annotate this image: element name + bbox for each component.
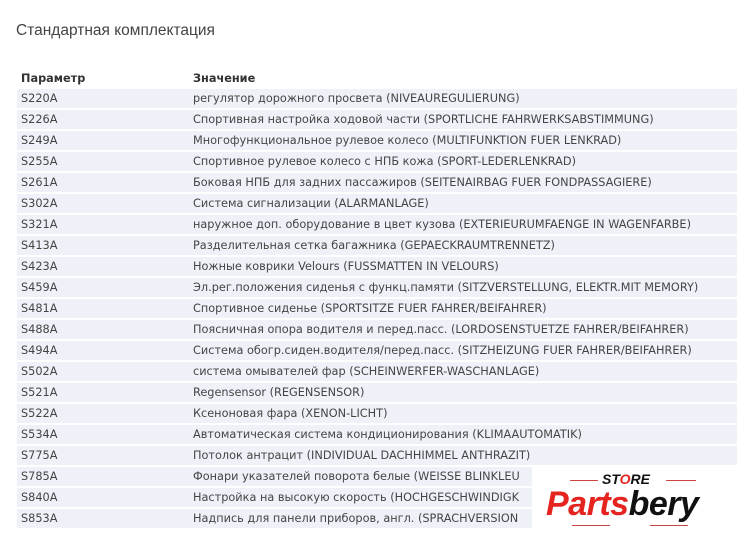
table-row: S488A Поясничная опора водителя и перед.п…	[17, 319, 737, 341]
param-value: Система обогр.сиден.водителя/перед.пасс.…	[189, 340, 737, 362]
table-row: S502A система омывателей фар (SCHEINWERFE…	[17, 361, 737, 383]
param-value: Система сигнализации (ALARMANLAGE)	[189, 193, 737, 215]
param-code: S423A	[17, 256, 189, 278]
param-code: S840A	[17, 487, 189, 509]
param-value: Ксеноновая фара (XENON-LICHT)	[189, 403, 737, 425]
table-row: S302A Система сигнализации (ALARMANLAGE)	[17, 193, 737, 215]
param-value: Потолок антрацит (INDIVIDUAL DACHHIMMEL …	[189, 445, 737, 467]
param-code: S249A	[17, 130, 189, 152]
param-value: Спортивное рулевое колесо с НПБ кожа (SP…	[189, 151, 737, 173]
table-row: S413A Разделительная сетка багажника (GEP…	[17, 235, 737, 257]
param-value: Эл.рег.положения сиденья с функц.памяти …	[189, 277, 737, 299]
param-code: S459A	[17, 277, 189, 299]
param-code: S413A	[17, 235, 189, 257]
param-code: S220A	[17, 89, 189, 110]
table-row: S255A Спортивное рулевое колесо с НПБ кож…	[17, 151, 737, 173]
table-row: S423A Ножные коврики Velours (FUSSMATTEN …	[17, 256, 737, 278]
logo-brand-text: Partsbery	[546, 485, 699, 523]
param-value: Спортивное сиденье (SPORTSITZE FUER FAHR…	[189, 298, 737, 320]
table-row: S775A Потолок антрацит (INDIVIDUAL DACHHI…	[17, 445, 737, 467]
param-value: Regensensor (REGENSENSOR)	[189, 382, 737, 404]
equipment-table: Параметр Значение S220A регулятор дорожно…	[17, 68, 737, 530]
param-code: S255A	[17, 151, 189, 173]
table-row: S249A Многофункциональное рулевое колесо …	[17, 130, 737, 152]
param-code: S302A	[17, 193, 189, 215]
param-value: Боковая НПБ для задних пассажиров (SEITE…	[189, 172, 737, 194]
param-value: Автоматическая система кондиционирования…	[189, 424, 737, 446]
logo-store-text: STORE	[602, 471, 650, 487]
table-row: S494A Система обогр.сиден.водителя/перед.…	[17, 340, 737, 362]
param-code: S494A	[17, 340, 189, 362]
table-row: S522A Ксеноновая фара (XENON-LICHT)	[17, 403, 737, 425]
table-row: S226A Спортивная настройка ходовой части …	[17, 109, 737, 131]
param-value: Разделительная сетка багажника (GEPAECKR…	[189, 235, 737, 257]
param-value: система омывателей фар (SCHEINWERFER-WAS…	[189, 361, 737, 383]
param-code: S534A	[17, 424, 189, 446]
param-code: S522A	[17, 403, 189, 425]
table-row: S481A Спортивное сиденье (SPORTSITZE FUER…	[17, 298, 737, 320]
param-code: S853A	[17, 508, 189, 530]
table-row: S521A Regensensor (REGENSENSOR)	[17, 382, 737, 404]
header-parameter: Параметр	[21, 72, 86, 85]
page-title: Стандартная комплектация	[16, 22, 215, 39]
param-value: Ножные коврики Velours (FUSSMATTEN IN VE…	[189, 256, 737, 278]
table-row: S261A Боковая НПБ для задних пассажиров (…	[17, 172, 737, 194]
table-row: S220A регулятор дорожного просвета (NIVEA…	[17, 89, 737, 110]
param-value: наружное доп. оборудование в цвет кузова…	[189, 214, 737, 236]
partsbery-logo: STORE Partsbery	[532, 467, 737, 531]
param-code: S226A	[17, 109, 189, 131]
param-code: S521A	[17, 382, 189, 404]
table-row: S534A Автоматическая система кондициониро…	[17, 424, 737, 446]
param-value: Многофункциональное рулевое колесо (MULT…	[189, 130, 737, 152]
param-code: S775A	[17, 445, 189, 467]
table-row: S459A Эл.рег.положения сиденья с функц.па…	[17, 277, 737, 299]
param-code: S488A	[17, 319, 189, 341]
param-code: S502A	[17, 361, 189, 383]
header-value: Значение	[193, 72, 256, 85]
param-code: S785A	[17, 466, 189, 488]
param-code: S481A	[17, 298, 189, 320]
param-value: Спортивная настройка ходовой части (SPOR…	[189, 109, 737, 131]
param-value: регулятор дорожного просвета (NIVEAUREGU…	[189, 89, 737, 110]
table-row: S321A наружное доп. оборудование в цвет к…	[17, 214, 737, 236]
param-code: S321A	[17, 214, 189, 236]
table-header: Параметр Значение	[17, 68, 737, 89]
param-code: S261A	[17, 172, 189, 194]
param-value: Поясничная опора водителя и перед.пасс. …	[189, 319, 737, 341]
